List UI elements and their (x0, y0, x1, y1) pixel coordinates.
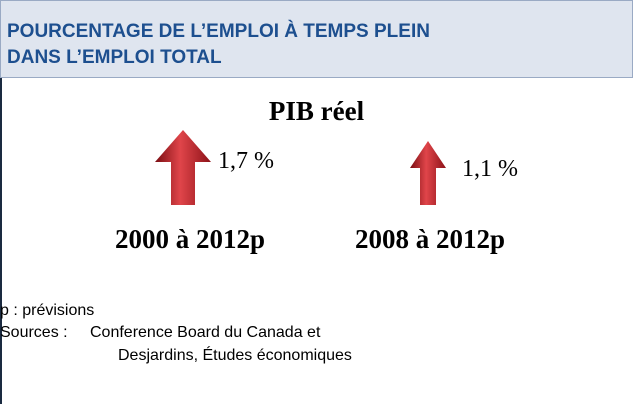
sources-text: Conference Board du Canada et (90, 324, 321, 341)
up-arrow (410, 141, 446, 205)
sources-label: Sources : (0, 324, 68, 341)
header-title: POURCENTAGE DE L’EMPLOI À TEMPS PLEIN (7, 21, 430, 42)
value-label: 1,7 % (218, 148, 274, 174)
header-title: DANS L’EMPLOI TOTAL (7, 47, 222, 68)
up-arrow (155, 130, 211, 205)
sources-text: Desjardins, Études économiques (118, 347, 352, 364)
side-border (0, 78, 2, 404)
period-label: 2000 à 2012p (114, 224, 266, 254)
header: POURCENTAGE DE L’EMPLOI À TEMPS PLEIN DA… (0, 0, 633, 78)
legend-note: p : prévisions (0, 302, 95, 319)
value-label: 1,1 % (462, 156, 518, 182)
period-label: 2008 à 2012p (354, 224, 506, 254)
subtitle: PIB réel (268, 96, 365, 126)
